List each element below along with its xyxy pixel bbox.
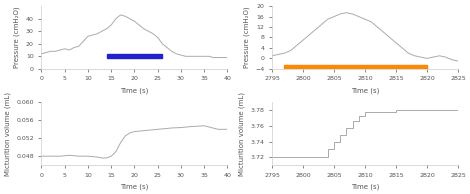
Y-axis label: Micturition volume (mL): Micturition volume (mL) (238, 92, 245, 176)
Y-axis label: Pressure (cmH₂O): Pressure (cmH₂O) (14, 7, 20, 68)
X-axis label: Time (s): Time (s) (120, 87, 149, 94)
Y-axis label: Micturition volume (mL): Micturition volume (mL) (4, 92, 11, 176)
Bar (107, 55, 162, 58)
X-axis label: Time (s): Time (s) (351, 183, 379, 190)
X-axis label: Time (s): Time (s) (351, 87, 379, 94)
Bar (284, 65, 427, 70)
Text: Optical stimulation: Optical stimulation (111, 49, 158, 54)
Y-axis label: Pressure (cmH₂O): Pressure (cmH₂O) (243, 7, 250, 68)
Text: Optical inhibition: Optical inhibition (288, 59, 329, 64)
X-axis label: Time (s): Time (s) (120, 183, 149, 190)
